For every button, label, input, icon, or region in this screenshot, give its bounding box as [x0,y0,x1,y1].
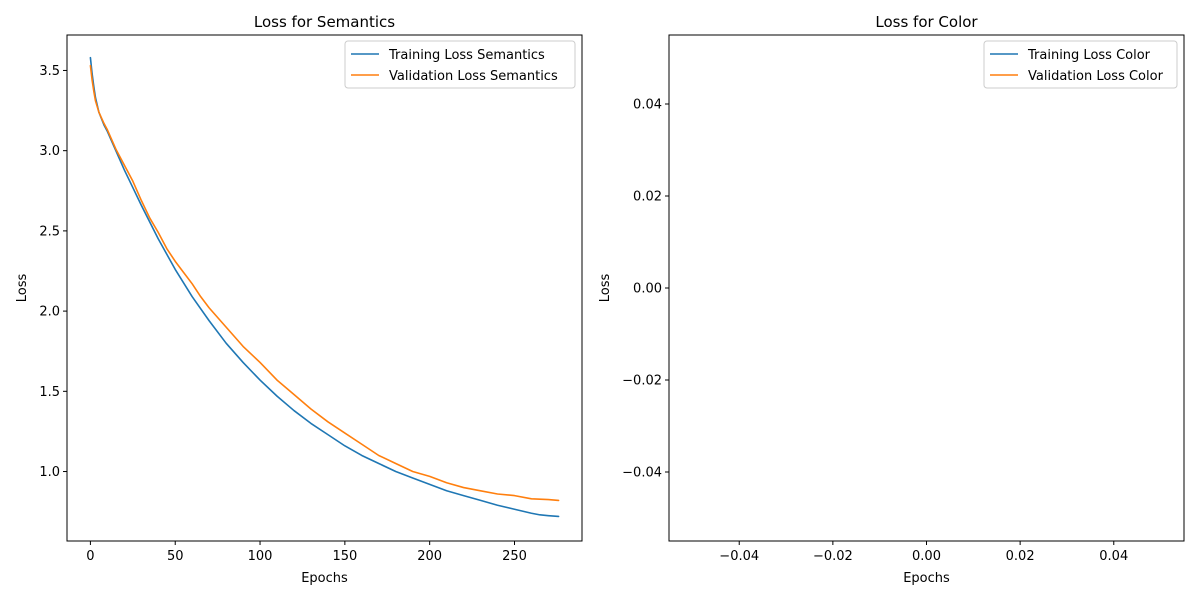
legend: Training Loss Color Validation Loss Colo… [983,40,1178,89]
x-tick-label: 150 [332,549,357,564]
x-tick-label: 200 [417,549,442,564]
legend-label-training: Training Loss Semantics [388,48,545,63]
y-ticks: 1.0 1.5 2.0 2.5 3.0 3.5 [39,64,67,480]
y-tick-label: 1.5 [39,385,60,400]
x-tick-label: 0 [86,549,94,564]
y-tick-label: 3.0 [39,144,60,159]
y-ticks: −0.04 −0.02 0.00 0.02 0.04 [622,98,669,481]
y-axis-label: Loss [15,274,30,303]
y-tick-label: 1.0 [39,465,60,480]
x-tick-label: 100 [248,549,273,564]
x-tick-label: −0.02 [813,549,853,564]
plot-frame [66,34,583,542]
x-tick-label: 0.00 [912,549,941,564]
legend-label-training: Training Loss Color [1027,48,1151,63]
x-ticks: −0.04 −0.02 0.00 0.02 0.04 [719,541,1128,564]
x-ticks: 0 50 100 150 200 250 [86,541,527,564]
x-axis-label: Epochs [903,571,950,586]
legend-label-validation: Validation Loss Semantics [389,69,558,84]
legend-frame [983,40,1178,89]
x-tick-label: −0.04 [719,549,759,564]
x-tick-label: 250 [502,549,527,564]
chart-title: Loss for Color [875,13,978,31]
y-tick-label: 2.0 [39,305,60,320]
y-tick-label: −0.02 [622,374,662,389]
series-line-validation [89,64,560,502]
y-tick-label: 0.04 [633,98,662,113]
y-tick-label: −0.04 [622,466,662,481]
semantics-plot: Loss for Semantics 1.0 1.5 2.0 2.5 3.0 3.5 0 5… [15,13,583,586]
y-tick-label: 0.00 [633,282,662,297]
y-tick-label: 0.02 [633,190,662,205]
color-plot: Loss for Color −0.04 −0.02 0.00 0.02 0.04 −0… [598,13,1185,586]
legend: Training Loss Semantics Validation Loss … [344,40,576,89]
x-tick-label: 50 [167,549,184,564]
legend-label-validation: Validation Loss Color [1028,69,1164,84]
x-tick-label: 0.04 [1099,549,1128,564]
y-tick-label: 2.5 [39,224,60,239]
series-lines [89,56,560,518]
legend-frame [344,40,576,89]
chart-title: Loss for Semantics [254,13,395,31]
x-tick-label: 0.02 [1006,549,1035,564]
plot-frame [668,34,1185,542]
y-tick-label: 3.5 [39,64,60,79]
x-axis-label: Epochs [301,571,348,586]
y-axis-label: Loss [598,274,613,303]
